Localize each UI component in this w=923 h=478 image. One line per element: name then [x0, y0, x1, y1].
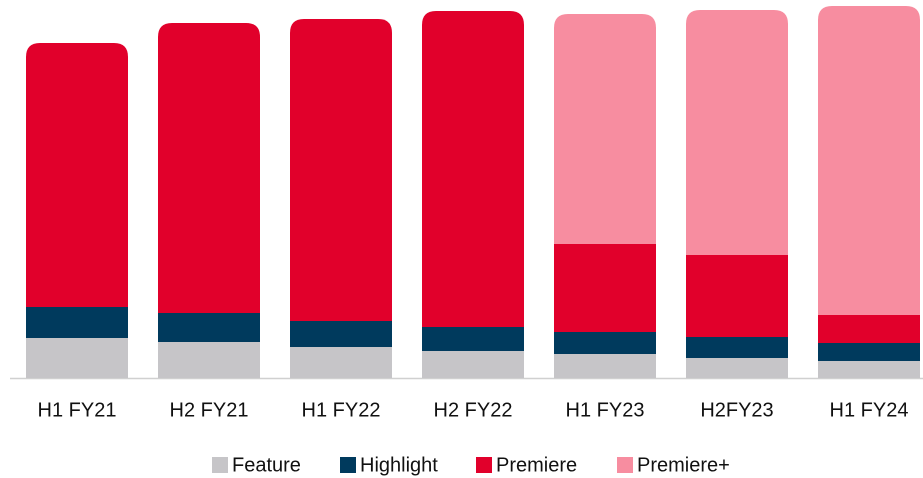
- legend-swatch: [617, 457, 633, 473]
- x-tick-label: H1 FY22: [302, 399, 381, 421]
- x-tick-label: H1 FY21: [38, 399, 117, 421]
- legend-label: Feature: [232, 454, 301, 476]
- bar-segment: [26, 338, 128, 378]
- legend-swatch: [212, 457, 228, 473]
- bar-segment: [554, 244, 656, 332]
- bar-segment: [26, 307, 128, 338]
- bar-segment: [290, 347, 392, 378]
- x-tick-label: H2 FY21: [170, 399, 249, 421]
- bar-segment: [686, 255, 788, 337]
- bar-segment: [554, 354, 656, 378]
- legend-swatch: [476, 457, 492, 473]
- legend-label: Highlight: [360, 454, 438, 476]
- legend-label: Premiere+: [637, 454, 730, 476]
- bar-segment: [818, 6, 920, 315]
- bar-segment: [422, 327, 524, 351]
- bar-segment: [818, 315, 920, 343]
- legend-label: Premiere: [496, 454, 577, 476]
- bar-segment: [686, 10, 788, 255]
- bar-segment: [554, 332, 656, 354]
- bar-segment: [422, 351, 524, 378]
- bar-segment: [26, 43, 128, 307]
- bar-segment: [554, 14, 656, 244]
- x-tick-label: H2 FY22: [434, 399, 513, 421]
- x-tick-label: H2FY23: [700, 399, 773, 421]
- x-tick-label: H1 FY24: [830, 399, 909, 421]
- bar-segment: [158, 313, 260, 342]
- bar-segment: [158, 342, 260, 378]
- bar-segment: [818, 343, 920, 361]
- bar-segment: [686, 358, 788, 378]
- bar-segment: [686, 337, 788, 358]
- x-tick-label: H1 FY23: [566, 399, 645, 421]
- bar-segment: [290, 19, 392, 321]
- legend-swatch: [340, 457, 356, 473]
- bar-segment: [818, 361, 920, 378]
- bar-segment: [290, 321, 392, 347]
- bar-segment: [158, 23, 260, 313]
- bar-segment: [422, 11, 524, 327]
